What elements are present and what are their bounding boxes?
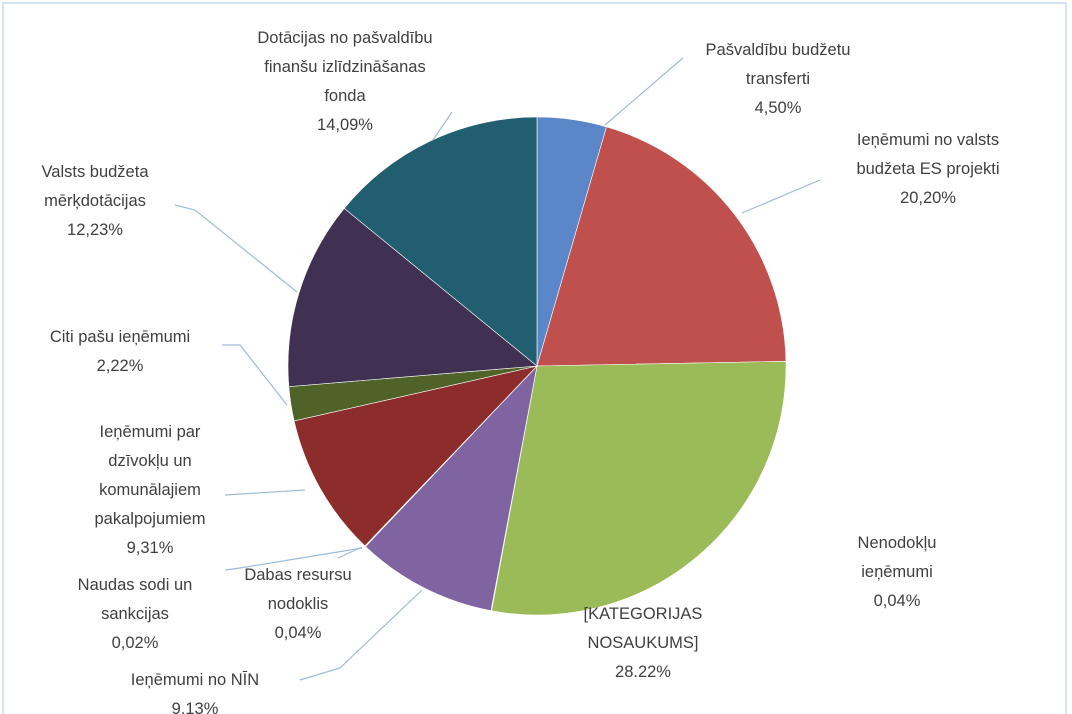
slice-name: Pašvaldību budžetu transferti bbox=[705, 41, 851, 88]
slice-name: Citi pašu ieņēmumi bbox=[49, 328, 191, 346]
slice-name: Ieņēmumi no NĪN bbox=[130, 671, 260, 689]
leader-line bbox=[299, 589, 423, 681]
slice-value: 0,04% bbox=[873, 592, 921, 610]
leader-line bbox=[224, 547, 363, 571]
leader-line bbox=[741, 179, 821, 214]
leader-line bbox=[174, 204, 298, 293]
slice-value: 12,23% bbox=[67, 221, 123, 239]
leader-line bbox=[604, 57, 684, 126]
slice-label: Dabas resursu nodoklis 0,04% bbox=[228, 561, 368, 648]
pie-slice bbox=[343, 116, 538, 367]
slice-name: Dabas resursu nodoklis bbox=[244, 566, 352, 613]
slice-name: [KATEGORIJAS NOSAUKUMS] bbox=[583, 605, 703, 652]
pie-slice bbox=[293, 365, 538, 547]
slice-label: Ieņēmumi no valsts budžeta ES projekti 20… bbox=[828, 126, 1028, 213]
slice-label: Citi pašu ieņēmumi 2,22% bbox=[5, 323, 235, 381]
slice-label: Dotācijas no pašvaldību finanšu izlīdzin… bbox=[253, 24, 438, 140]
slice-value: 14,09% bbox=[317, 116, 373, 134]
pie-slice bbox=[365, 365, 538, 612]
slice-value: 9,13% bbox=[171, 700, 219, 714]
slice-value: 20,20% bbox=[900, 189, 956, 207]
pie-slice bbox=[536, 126, 787, 367]
slice-name: Naudas sodi un sankcijas bbox=[77, 576, 193, 623]
slice-name: Ieņēmumi no valsts budžeta ES projekti bbox=[856, 131, 1000, 178]
slice-value: 9,31% bbox=[126, 539, 174, 557]
slice-name: Valsts budžeta mērķdotācijas bbox=[41, 163, 149, 210]
slice-label: Pašvaldību budžetu transferti 4,50% bbox=[683, 36, 873, 123]
slice-label: [KATEGORIJAS NOSAUKUMS] 28.22% bbox=[568, 600, 718, 687]
leader-line bbox=[222, 344, 288, 406]
slice-label: Valsts budžeta mērķdotācijas 12,23% bbox=[20, 158, 170, 245]
slice-name: Nenodokļu ieņēmumi bbox=[857, 534, 937, 581]
slice-value: 4,50% bbox=[754, 99, 802, 117]
leader-line bbox=[224, 489, 306, 496]
slice-value: 2,22% bbox=[96, 357, 144, 375]
slice-label: Ieņēmumi no NĪN 9,13% bbox=[65, 666, 325, 714]
slice-value: 0,04% bbox=[274, 624, 322, 642]
slice-label: Ieņēmumi par dzīvokļu un komunālajiem pa… bbox=[80, 418, 220, 563]
slice-label: Naudas sodi un sankcijas 0,02% bbox=[60, 571, 210, 658]
slice-value: 28.22% bbox=[615, 663, 671, 681]
slice-label: Nenodokļu ieņēmumi 0,04% bbox=[842, 529, 952, 616]
leader-line bbox=[432, 111, 453, 141]
slice-name: Ieņēmumi par dzīvokļu un komunālajiem pa… bbox=[94, 423, 206, 528]
slice-name: Dotācijas no pašvaldību finanšu izlīdzin… bbox=[257, 29, 433, 105]
slice-value: 0,02% bbox=[111, 634, 159, 652]
pie-slice bbox=[491, 361, 787, 616]
pie-slice bbox=[287, 207, 538, 387]
